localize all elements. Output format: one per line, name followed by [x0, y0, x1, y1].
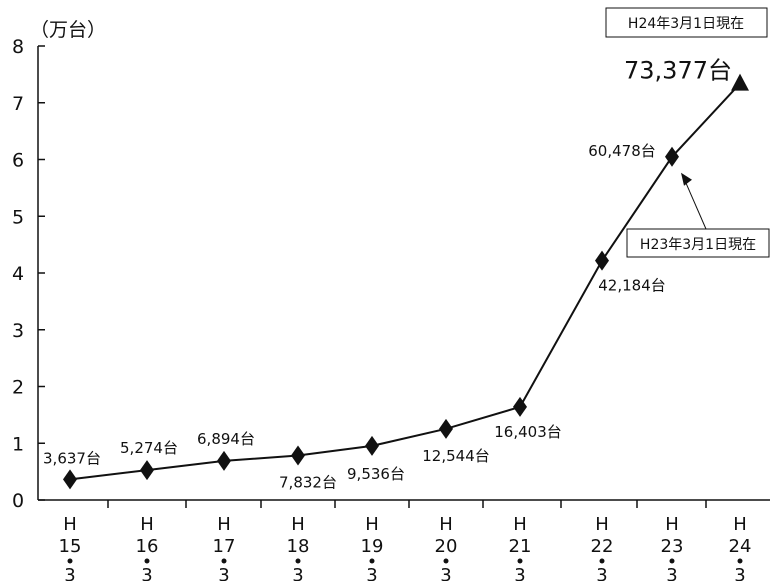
y-tick-label: 7 — [12, 93, 24, 115]
data-label: 16,403台 — [494, 423, 562, 441]
x-tick-label-era: H — [439, 514, 453, 535]
x-tick-label-month: 3 — [734, 565, 745, 581]
y-unit-label: （万台） — [30, 19, 106, 41]
data-point-diamond — [365, 435, 379, 456]
x-tick-label-year: 24 — [729, 536, 752, 557]
data-point-diamond — [291, 445, 305, 466]
x-tick-label-year: 18 — [287, 536, 310, 557]
x-tick-label-era: H — [291, 514, 305, 535]
data-label: 9,536台 — [347, 465, 405, 483]
y-tick-label: 2 — [12, 377, 24, 399]
y-tick-label: 1 — [12, 433, 24, 455]
data-label: 42,184台 — [598, 277, 666, 295]
x-tick-label-month: 3 — [666, 565, 677, 581]
data-point-diamond — [63, 469, 77, 490]
y-ticks: 0 1 2 3 4 5 6 7 8 — [12, 36, 45, 512]
x-tick-label-era: H — [733, 514, 747, 535]
data-label: 73,377台 — [624, 57, 732, 85]
y-tick-label: 3 — [12, 320, 24, 342]
data-point-diamond — [439, 418, 453, 439]
x-tick-label-month: 3 — [141, 565, 152, 581]
x-tick-label-year: 17 — [213, 536, 236, 557]
x-tick-label-era: H — [513, 514, 527, 535]
data-point-diamond — [665, 146, 679, 167]
x-tick-separator-dot — [443, 558, 449, 564]
x-tick-separator-dot — [221, 558, 227, 564]
x-tick-separator-dot — [67, 558, 73, 564]
annotation-leader-line — [684, 180, 707, 230]
y-tick-label: 6 — [12, 150, 24, 172]
x-tick-label-year: 21 — [509, 536, 532, 557]
x-tick-label-month: 3 — [64, 565, 75, 581]
x-tick-label-year: 15 — [59, 536, 82, 557]
y-tick-label: 4 — [12, 263, 24, 285]
x-tick-label-month: 3 — [218, 565, 229, 581]
x-tick-separator-dot — [669, 558, 675, 564]
data-labels: 3,637台 5,274台 6,894台 7,832台 9,536台 12,544台16,… — [43, 57, 732, 492]
y-tick-label: 8 — [12, 36, 24, 58]
series-line — [63, 73, 749, 490]
data-label: 60,478台 — [588, 142, 656, 160]
data-point-diamond — [513, 396, 527, 417]
y-tick-label: 5 — [12, 206, 24, 228]
x-tick-label-month: 3 — [440, 565, 451, 581]
annotation-frame — [626, 228, 770, 258]
x-tick-separator-dot — [295, 558, 301, 564]
x-tick-label-era: H — [365, 514, 379, 535]
x-tick-label-year: 20 — [435, 536, 458, 557]
data-label: 5,274台 — [120, 439, 178, 457]
x-tick-label-month: 3 — [514, 565, 525, 581]
x-tick-label-month: 3 — [292, 565, 303, 581]
data-point-triangle — [731, 73, 749, 91]
x-tick-label-era: H — [595, 514, 609, 535]
x-tick-label-year: 19 — [361, 536, 384, 557]
x-tick-label-month: 3 — [366, 565, 377, 581]
data-label: 12,544台 — [422, 447, 490, 465]
data-point-diamond — [140, 460, 154, 481]
x-tick-label-era: H — [140, 514, 154, 535]
x-tick-separator-dot — [737, 558, 743, 564]
date-note-text: H24年3月1日現在 — [628, 16, 744, 32]
axes — [37, 46, 770, 501]
annotation-text: H23年3月1日現在 — [640, 237, 756, 253]
x-tick-label-year: 22 — [591, 536, 614, 557]
x-tick-label-era: H — [665, 514, 679, 535]
date-note-box: H24年3月1日現在 — [605, 7, 768, 38]
data-label: 3,637台 — [43, 449, 101, 467]
x-tick-label-era: H — [217, 514, 231, 535]
data-point-diamond — [217, 450, 231, 471]
annotation: H23年3月1日現在 — [626, 172, 770, 258]
y-tick-label: 0 — [12, 490, 24, 512]
x-tick-separator-dot — [144, 558, 150, 564]
x-tick-label-year: 16 — [136, 536, 159, 557]
data-point-diamond — [595, 250, 609, 271]
x-tick-separator-dot — [599, 558, 605, 564]
data-label: 6,894台 — [197, 430, 255, 448]
annotation-arrowhead — [681, 172, 692, 186]
x-tick-label-year: 23 — [661, 536, 684, 557]
x-tick-separator-dot — [517, 558, 523, 564]
data-label: 7,832台 — [279, 474, 337, 492]
x-tick-separator-dot — [369, 558, 375, 564]
x-tick-label-era: H — [63, 514, 77, 535]
x-tick-label-month: 3 — [596, 565, 607, 581]
series-path — [69, 82, 741, 481]
date-note-frame — [605, 7, 768, 38]
